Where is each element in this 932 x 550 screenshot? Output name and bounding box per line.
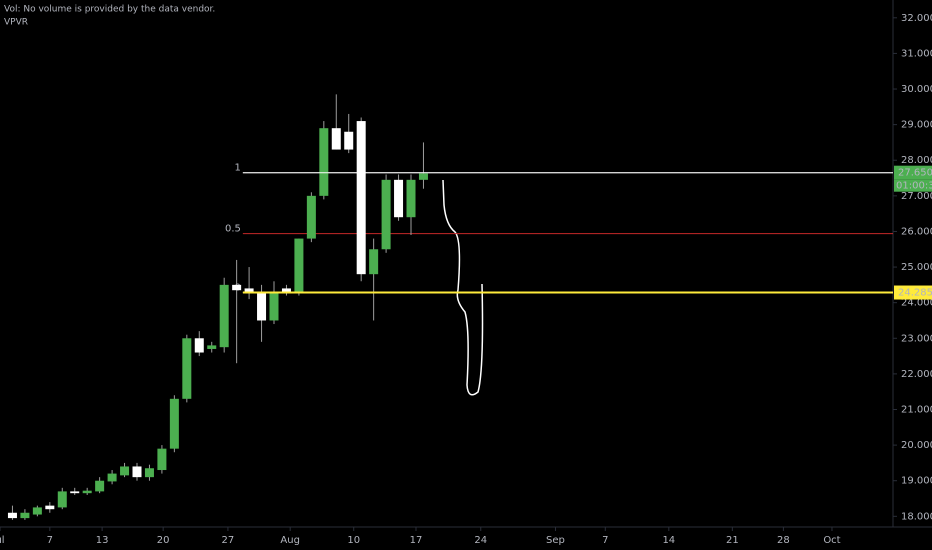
countdown-tag [894,179,932,192]
candle-body [120,466,130,476]
candle-body [381,179,391,250]
candle-body [219,284,229,348]
candle-body [20,512,30,519]
y-tick-label: 22.000 [901,369,932,380]
y-tick-label: 23.000 [901,333,932,344]
x-tick-label: ul [0,535,5,546]
candle-body [82,490,92,494]
candle-body [157,448,167,471]
y-tick-label: 25.000 [901,262,932,273]
x-tick-label: 17 [410,535,423,546]
y-tick-label: 24.000 [901,298,932,309]
candle-body [269,291,279,321]
candle-body [207,345,217,349]
candle-body [294,238,304,292]
x-tick-label: 21 [726,535,739,546]
candle-body [281,288,291,292]
candle-body [57,491,67,508]
candle-body [369,249,379,275]
candle-body [32,507,42,515]
x-tick-label: 13 [96,535,109,546]
candle-body [394,179,404,218]
candle-body [7,512,17,519]
candle-body [331,128,341,150]
y-tick-label: 29.000 [901,120,932,131]
candle-body [132,466,142,478]
legend-line: VPVR [4,18,28,28]
candle-body [182,338,192,399]
y-tick-label: 32.000 [901,13,932,24]
countdown: 01:00:31 [896,181,932,192]
candle-body [169,398,179,449]
candle-body [232,284,242,291]
x-tick-label: Sep [546,535,565,546]
y-tick-label: 31.000 [901,48,932,59]
x-tick-label: 28 [777,535,790,546]
y-tick-label: 30.000 [901,84,932,95]
fib-label: 0.5 [225,224,241,235]
x-tick-label: 27 [222,535,235,546]
x-tick-label: Oct [823,535,840,546]
y-tick-label: 28.000 [901,155,932,166]
y-tick-label: 27.000 [901,191,932,202]
candle-body [306,195,316,239]
candle-body [257,291,267,321]
candle-body [319,128,329,196]
candle-body [356,121,366,275]
candle-body [144,468,154,478]
candle-body [194,338,204,353]
candle-body [418,173,428,180]
y-tick-label: 26.000 [901,226,932,237]
candle-body [45,505,55,510]
candle-body [244,288,254,292]
fib-label: 1 [234,163,240,174]
price-tag-label: 27.650 [898,168,932,179]
price-tag [894,165,932,180]
x-tick-label: 20 [157,535,170,546]
y-tick-label: 21.000 [901,404,932,415]
x-tick-label: 7 [602,535,608,546]
y-tick-label: 18.000 [901,511,932,522]
x-tick-label: 24 [474,535,487,546]
x-tick-label: 10 [347,535,360,546]
candle-body [70,491,80,494]
x-tick-label: 7 [47,535,53,546]
legend-line: Vol: No volume is provided by the data v… [4,5,215,15]
candle-body [107,473,117,482]
price-tag [894,285,932,300]
candle-body [406,179,416,218]
candle-body [344,131,354,150]
price-tag-label: 24.285 [898,288,932,299]
y-tick-label: 19.000 [901,476,932,487]
candle-body [95,480,105,492]
x-tick-label: Aug [280,535,300,546]
x-tick-label: 14 [662,535,675,546]
drawing-path [442,179,484,396]
y-tick-label: 20.000 [901,440,932,451]
